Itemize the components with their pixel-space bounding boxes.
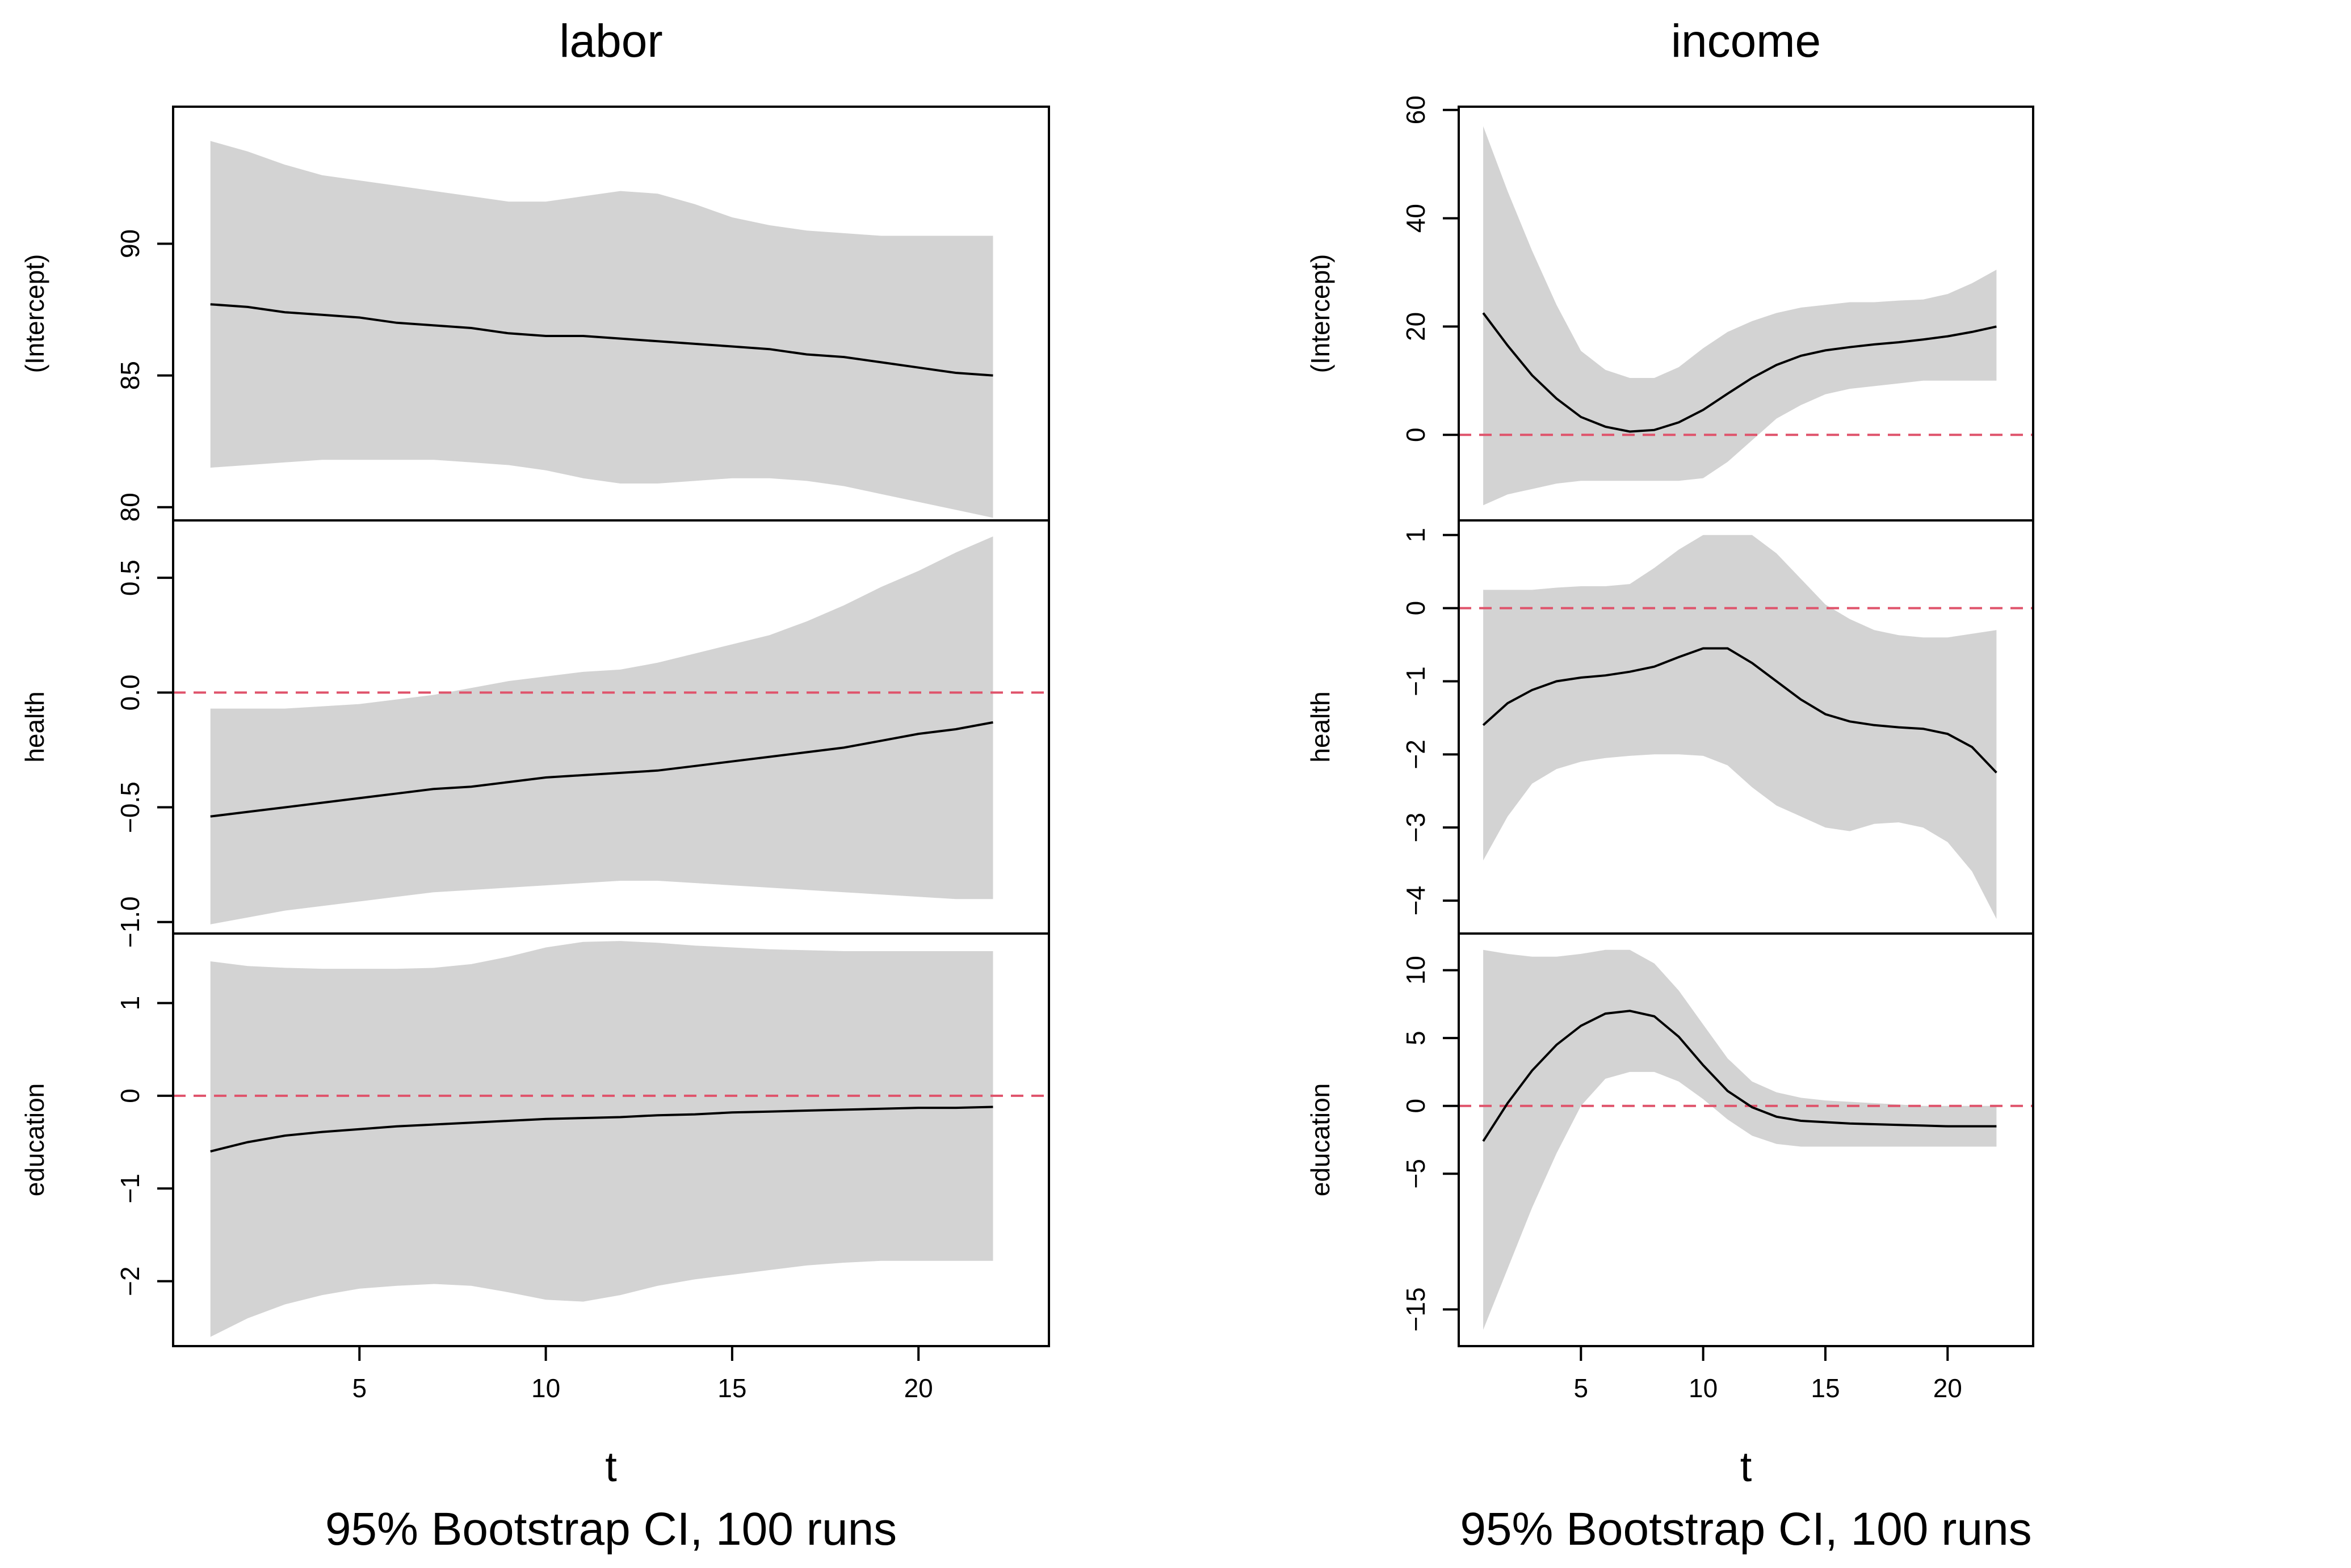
x-tick-label: 20 bbox=[904, 1373, 933, 1403]
y-tick-label: 85 bbox=[115, 361, 145, 390]
chart-caption: 95% Bootstrap CI, 100 runs bbox=[1460, 1503, 2031, 1555]
x-tick-label: 5 bbox=[1574, 1373, 1589, 1403]
y-tick-label: −5 bbox=[1401, 1159, 1430, 1188]
chart-labor: labor 80 85 90 (Intercept) −1.0 −0.5 0.0 0.5 heal… bbox=[20, 15, 1050, 1555]
y-tick-label: −15 bbox=[1401, 1287, 1430, 1331]
estimate-line bbox=[210, 1105, 993, 1153]
y-tick-label: 1 bbox=[115, 996, 145, 1011]
panel-frame bbox=[172, 932, 1050, 1347]
y-tick-label: −0.5 bbox=[115, 781, 145, 833]
x-tick-label: 10 bbox=[1689, 1373, 1718, 1403]
y-axis-label: health bbox=[1305, 691, 1335, 762]
ci-band bbox=[1483, 949, 1997, 1330]
chart-title: labor bbox=[559, 15, 662, 67]
estimate-line bbox=[1482, 312, 1997, 433]
panel-intercept: 80 85 90 (Intercept) bbox=[20, 106, 1050, 522]
estimate-line bbox=[1482, 1010, 1997, 1142]
y-tick-label: 0 bbox=[1401, 601, 1430, 616]
estimate-line bbox=[1482, 647, 1997, 774]
y-tick-label: 5 bbox=[1401, 1031, 1430, 1045]
panel-intercept: 0 20 40 60 (Intercept) bbox=[1305, 95, 2034, 522]
y-axis-label: health bbox=[20, 691, 49, 762]
y-tick-label: 0 bbox=[115, 1088, 145, 1103]
y-tick-label: −4 bbox=[1401, 886, 1430, 915]
y-tick-label: 40 bbox=[1401, 204, 1430, 233]
y-tick-label: 20 bbox=[1401, 312, 1430, 341]
y-tick-label: −1 bbox=[115, 1174, 145, 1203]
panel-education: −15 −5 0 5 10 education bbox=[1305, 932, 2034, 1347]
y-tick-label: 90 bbox=[115, 229, 145, 258]
x-axis-label: t bbox=[1740, 1443, 1752, 1490]
y-tick-label: 60 bbox=[1401, 95, 1430, 124]
panel-education: −2 −1 0 1 education bbox=[20, 932, 1050, 1347]
estimate-line bbox=[210, 303, 993, 377]
y-axis-label: (Intercept) bbox=[1305, 254, 1335, 373]
y-tick-label: 0 bbox=[1401, 1099, 1430, 1113]
ci-band bbox=[1483, 535, 1997, 919]
x-tick-label: 10 bbox=[531, 1373, 560, 1403]
ci-band bbox=[210, 536, 993, 924]
y-tick-label: −2 bbox=[115, 1266, 145, 1296]
chart-title: income bbox=[1671, 15, 1821, 67]
y-tick-label: 0.5 bbox=[115, 560, 145, 596]
panel-health: −1.0 −0.5 0.0 0.5 health bbox=[20, 519, 1050, 948]
x-axis-label: t bbox=[605, 1443, 617, 1490]
y-tick-label: −3 bbox=[1401, 813, 1430, 842]
y-axis-label: education bbox=[1305, 1083, 1335, 1197]
x-tick-label: 15 bbox=[717, 1373, 746, 1403]
ci-band bbox=[210, 941, 993, 1337]
x-tick-label: 5 bbox=[352, 1373, 367, 1403]
y-tick-label: 10 bbox=[1401, 956, 1430, 985]
chart-caption: 95% Bootstrap CI, 100 runs bbox=[325, 1503, 897, 1555]
y-tick-label: 0.0 bbox=[115, 674, 145, 711]
y-axis-label: education bbox=[20, 1083, 49, 1197]
chart-income: income 0 20 40 60 (Intercept) −4 −3 −2 −1 0 1 health… bbox=[1305, 15, 2034, 1555]
panel-health: −4 −3 −2 −1 0 1 health bbox=[1305, 519, 2034, 935]
estimate-line bbox=[210, 721, 993, 818]
x-tick-label: 20 bbox=[1933, 1373, 1962, 1403]
y-tick-label: −1.0 bbox=[115, 896, 145, 948]
y-tick-label: 0 bbox=[1401, 427, 1430, 442]
y-axis-label: (Intercept) bbox=[20, 254, 49, 373]
x-tick-label: 15 bbox=[1811, 1373, 1840, 1403]
ci-band bbox=[210, 141, 993, 518]
ci-band bbox=[1483, 126, 1997, 506]
y-tick-label: −2 bbox=[1401, 739, 1430, 769]
y-tick-label: −1 bbox=[1401, 666, 1430, 696]
y-tick-label: 80 bbox=[115, 493, 145, 522]
panel-frame bbox=[1458, 932, 2034, 1347]
y-tick-label: 1 bbox=[1401, 528, 1430, 543]
